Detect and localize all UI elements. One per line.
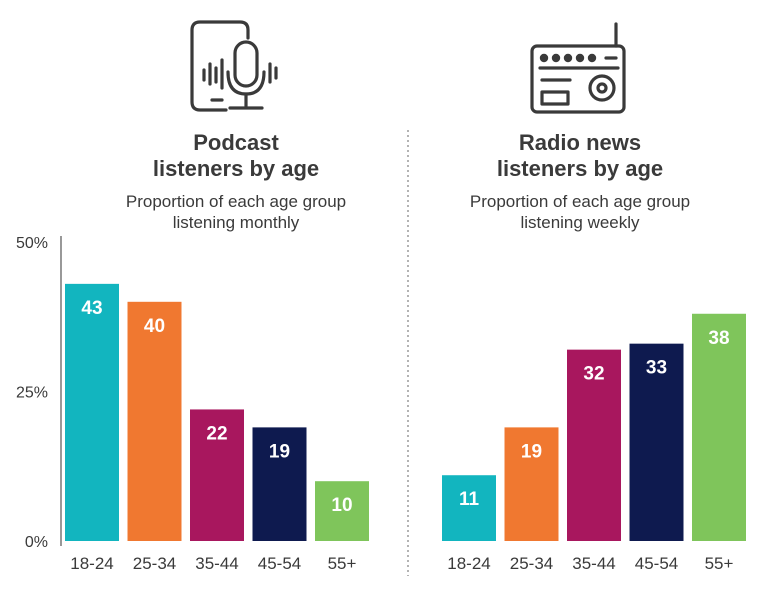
x-tick-label: 25-34	[510, 554, 553, 573]
data-label: 38	[708, 328, 729, 349]
x-tick-label: 25-34	[133, 554, 176, 573]
bar-18-24	[65, 283, 119, 541]
x-tick-label: 18-24	[447, 554, 490, 573]
data-label: 33	[646, 358, 667, 379]
bar-25-34	[504, 427, 559, 541]
x-tick-label: 18-24	[70, 554, 113, 573]
data-label: 22	[206, 423, 227, 444]
radio-icon	[530, 22, 626, 114]
bar-45-54	[252, 427, 307, 541]
x-tick-label: 35-44	[195, 554, 238, 573]
y-tick-label: 25%	[16, 385, 48, 402]
x-tick-label: 55+	[328, 554, 357, 573]
x-tick-label: 45-54	[258, 554, 301, 573]
y-tick-label: 50%	[16, 235, 48, 252]
bar-35-44	[190, 409, 244, 541]
left-chart-title: Podcast listeners by age	[152, 130, 320, 181]
podcast-phone-microphone-icon	[190, 20, 278, 112]
data-label: 11	[459, 489, 480, 510]
bar-25-34	[127, 301, 182, 541]
x-tick-label: 35-44	[572, 554, 615, 573]
data-label: 40	[144, 316, 165, 337]
data-label: 19	[269, 441, 290, 462]
y-tick-labels: 50% 25% 0%	[16, 235, 48, 551]
x-tick-label: 55+	[705, 554, 734, 573]
y-tick-label: 0%	[25, 534, 48, 551]
x-tick-label: 45-54	[635, 554, 678, 573]
data-label: 32	[583, 364, 604, 385]
data-label: 43	[81, 298, 102, 319]
right-chart-subtitle: Proportion of each age group listening w…	[469, 192, 691, 232]
bar-55+	[692, 313, 746, 541]
right-bars: 11 18-24 19 25-34 32 35-44 33 45-54 38 55+	[442, 313, 746, 573]
bar-45-54	[629, 343, 684, 541]
left-chart-subtitle: Proportion of each age group listening m…	[125, 192, 347, 232]
data-label: 10	[331, 495, 352, 516]
bar-35-44	[567, 349, 621, 541]
bar-18-24	[442, 475, 496, 541]
right-chart-title: Radio news listeners by age	[496, 130, 664, 181]
left-bars: 43 18-24 40 25-34 22 35-44 19 45-54 10 55+	[65, 283, 369, 573]
data-label: 19	[521, 441, 542, 462]
bar-55+	[315, 481, 369, 541]
